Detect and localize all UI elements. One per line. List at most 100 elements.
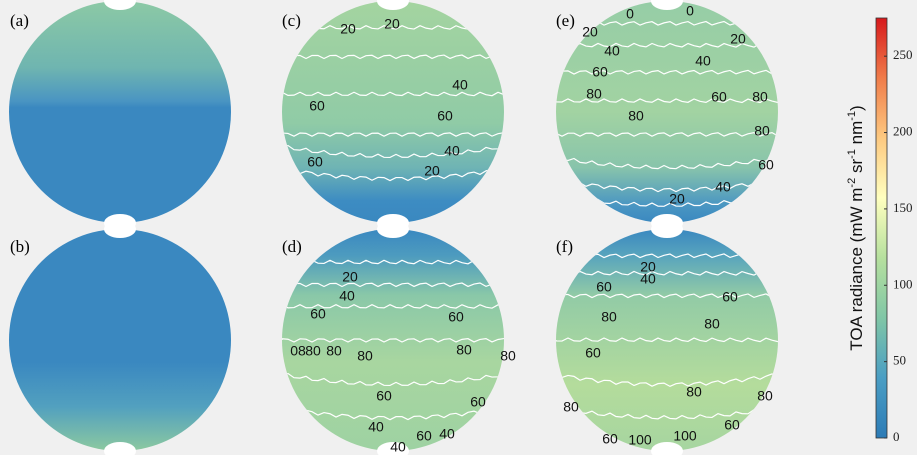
panel-label: (e) xyxy=(556,11,575,30)
colorbar-tick-label: 50 xyxy=(893,353,906,368)
colorbar-label-part: sr xyxy=(847,159,866,178)
colorbar-label: TOA radiance (mW m-2 sr-1 nm-1) xyxy=(846,105,867,350)
contour-label: 80 xyxy=(586,86,602,102)
contour-line xyxy=(556,293,778,299)
contour-label: 20 xyxy=(640,259,656,275)
notch xyxy=(104,442,136,455)
notch xyxy=(651,220,683,238)
contour-label: 80 xyxy=(754,123,770,139)
contour-label: 40 xyxy=(444,143,460,159)
colorbar-label-part: nm xyxy=(847,121,866,149)
colorbar-label-part: ) xyxy=(847,105,866,111)
panel-label: (d) xyxy=(282,237,302,256)
contour-label: 60 xyxy=(448,309,464,325)
colorbar-tick-label: 150 xyxy=(893,200,913,215)
colorbar-label-part: TOA radiance (mW m xyxy=(847,188,866,351)
notch xyxy=(651,442,683,455)
contour-line xyxy=(556,177,778,193)
contour-label: 80 xyxy=(563,399,579,415)
colorbar-tick-label: 0 xyxy=(893,429,900,444)
contour-label: 20 xyxy=(730,31,746,47)
contour-label: 60 xyxy=(602,431,618,447)
contour-label: 80 xyxy=(305,343,321,359)
contour-label: 20 xyxy=(342,269,358,285)
contour-label: 100 xyxy=(628,432,652,448)
contour-label: 20 xyxy=(384,16,400,32)
contour-label: 80 xyxy=(326,343,342,359)
contour-label: 80 xyxy=(704,316,720,332)
contour-label: 60 xyxy=(309,98,325,114)
contour-line xyxy=(556,42,778,48)
notch xyxy=(651,0,683,10)
contour-label: 40 xyxy=(390,439,406,455)
panel-label: (c) xyxy=(282,11,301,30)
panel-label: (b) xyxy=(10,237,30,256)
contour-label: 0 xyxy=(686,3,694,19)
contour-line xyxy=(556,372,778,388)
contour-label: 40 xyxy=(368,419,384,435)
panel-label: (a) xyxy=(10,11,29,30)
contour-line xyxy=(282,371,504,387)
colorbar-tick-label: 200 xyxy=(893,124,913,139)
contour-label: 60 xyxy=(307,154,323,170)
disk xyxy=(556,1,778,223)
contour-lines xyxy=(556,253,778,420)
contour-line xyxy=(282,143,504,159)
contour-label: 20 xyxy=(582,24,598,40)
contour-lines xyxy=(282,259,504,421)
contour-label: 80 xyxy=(628,108,644,124)
contour-label: 80 xyxy=(500,348,516,364)
notch xyxy=(377,0,409,10)
contour-label: 60 xyxy=(724,417,740,433)
contour-line xyxy=(282,406,504,421)
contour-label: 0 xyxy=(626,6,634,22)
contour-label: 60 xyxy=(416,428,432,444)
notch xyxy=(377,220,409,238)
contour-label: 80 xyxy=(752,89,768,105)
contour-label: 20 xyxy=(340,21,356,37)
notch xyxy=(104,0,136,10)
notch xyxy=(104,220,136,238)
contour-line xyxy=(556,131,778,137)
contour-line xyxy=(556,270,778,276)
contour-label: 60 xyxy=(596,279,612,295)
contour-line xyxy=(282,337,504,343)
contour-line xyxy=(282,54,504,60)
colorbar-tick-label: 250 xyxy=(893,47,913,62)
contour-label: 40 xyxy=(604,43,620,59)
contour-line xyxy=(556,154,778,170)
contour-label: 60 xyxy=(722,289,738,305)
colorbar-label-part: -2 xyxy=(846,178,858,188)
contour-line xyxy=(556,69,778,75)
contour-line xyxy=(282,282,504,288)
contour-label: 40 xyxy=(439,426,455,442)
colorbar-label-part: -1 xyxy=(846,149,858,159)
colorbar xyxy=(875,17,888,439)
contour-label: 60 xyxy=(310,306,326,322)
contour-label: 08 xyxy=(290,343,306,359)
panel-label: (f) xyxy=(556,237,573,256)
contour-line xyxy=(556,404,778,420)
contour-label: 60 xyxy=(470,394,486,410)
contour-label: 60 xyxy=(585,345,601,361)
contour-line xyxy=(556,98,778,104)
disk xyxy=(9,1,231,223)
contour-label: 80 xyxy=(357,348,373,364)
contour-label: 60 xyxy=(437,108,453,124)
colorbar-label-part: -1 xyxy=(846,111,858,121)
contour-label: 20 xyxy=(424,163,440,179)
contour-label: 60 xyxy=(711,89,727,105)
contour-line xyxy=(282,303,504,309)
contour-label: 40 xyxy=(640,271,656,287)
contour-label: 60 xyxy=(376,388,392,404)
contour-line xyxy=(556,337,778,343)
colorbar-tick-label: 100 xyxy=(893,276,913,291)
contour-label: 80 xyxy=(686,384,702,400)
notch xyxy=(377,442,409,455)
disk xyxy=(9,229,231,451)
contour-label: 40 xyxy=(695,53,711,69)
contour-label: 60 xyxy=(592,64,608,80)
contour-label: 60 xyxy=(758,157,774,173)
contour-label: 80 xyxy=(456,342,472,358)
